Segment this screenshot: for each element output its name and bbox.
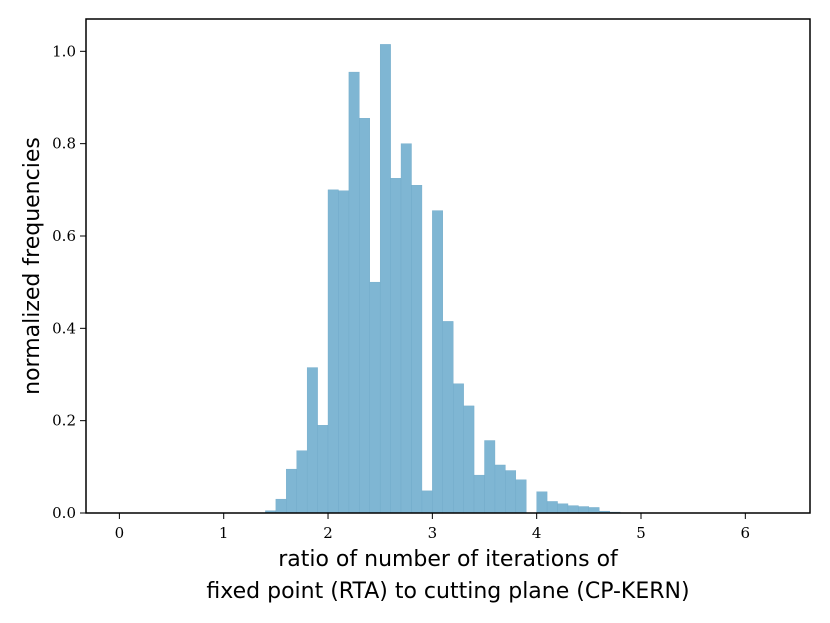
histogram-bar [505,470,517,514]
histogram-bar [473,474,485,514]
histogram-bar [327,189,339,514]
histogram-bars [265,44,621,514]
histogram-bar [546,501,558,514]
y-tick-label: 0.8 [52,135,76,153]
histogram-bar [567,505,579,514]
x-tick-label: 0 [115,524,125,542]
histogram-bar [578,506,590,514]
y-tick-label: 0.6 [52,227,76,245]
histogram-bar [338,190,350,514]
histogram-bar [286,468,297,514]
x-tick-label: 3 [428,524,438,542]
histogram-bar [411,185,423,514]
histogram-bar [359,118,370,514]
y-axis-label: normalized frequencies [20,137,45,395]
y-tick-label: 0.4 [52,319,76,337]
x-tick-label: 2 [323,524,333,542]
histogram-bar [379,44,391,514]
histogram-bar [463,405,475,514]
histogram-bar [484,440,496,514]
histogram-bar [453,383,464,514]
histogram-bar [348,71,360,514]
histogram-bar [317,425,329,514]
histogram-bar [557,503,569,514]
histogram-bar [275,498,287,514]
histogram-bar [369,281,381,514]
histogram-bar [421,490,433,514]
histogram-bar [515,479,527,514]
x-axis-label-line1: ratio of number of iterations of [278,547,619,572]
y-axis-ticks: 0.0 0.2 0.4 0.6 0.8 1.0 [52,42,86,522]
x-tick-label: 6 [741,524,751,542]
histogram-bar [432,210,443,514]
x-tick-label: 4 [532,524,542,542]
histogram-bar [296,450,308,514]
plot-frame [85,18,811,514]
x-tick-label: 5 [636,524,646,542]
histogram-bar [536,491,548,514]
histogram-bar [390,178,402,514]
y-tick-label: 0.2 [52,412,76,430]
histogram-bar [442,321,454,514]
x-axis-label-line2: fixed point (RTA) to cutting plane (CP-K… [206,579,689,604]
x-tick-label: 1 [219,524,229,542]
y-tick-label: 0.0 [52,504,76,522]
histogram-bar [400,143,412,514]
histogram-bar [494,464,506,514]
histogram-bar [306,367,318,514]
y-tick-label: 1.0 [52,42,76,60]
x-axis-ticks: 0 1 2 3 4 5 6 [115,513,750,542]
histogram-bar [588,507,600,514]
